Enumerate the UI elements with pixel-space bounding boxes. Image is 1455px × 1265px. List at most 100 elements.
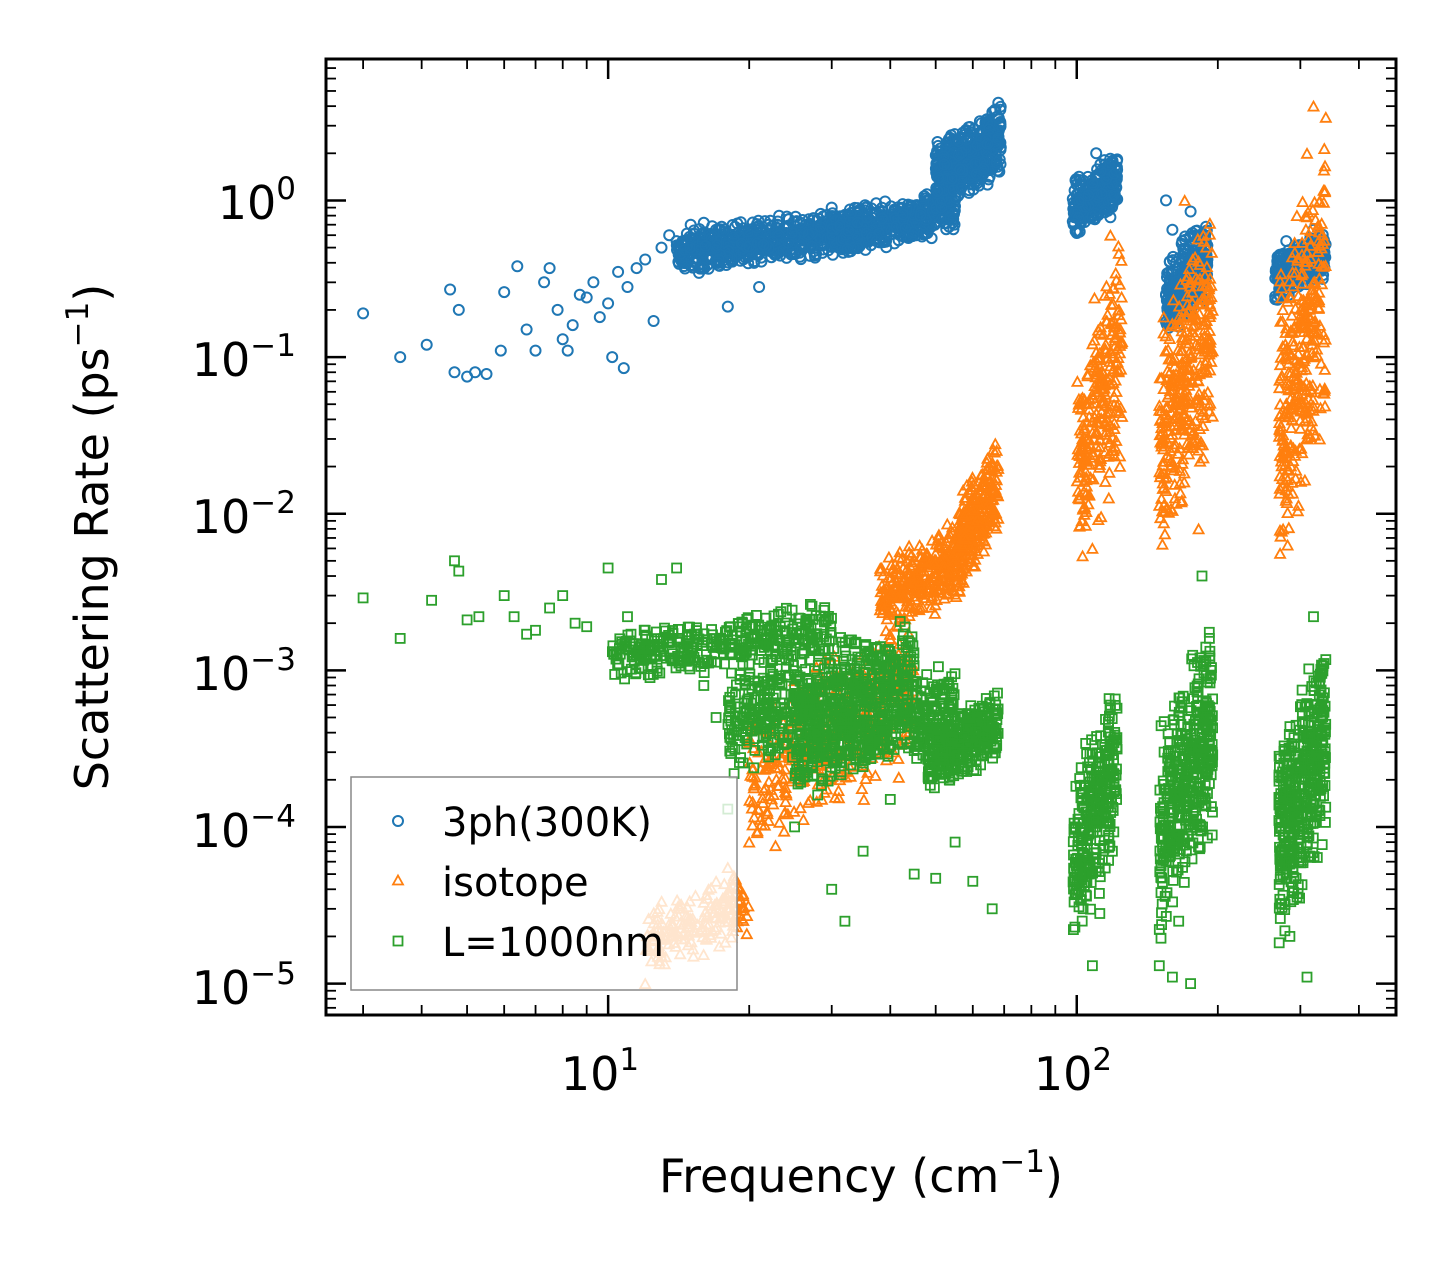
data-point	[970, 168, 983, 181]
data-point	[981, 137, 994, 150]
data-point	[721, 300, 734, 313]
data-point	[448, 366, 461, 379]
data-point	[593, 311, 606, 324]
data-point	[772, 222, 784, 235]
data-point	[663, 229, 676, 242]
data-point	[556, 333, 569, 346]
data-point	[452, 303, 465, 316]
data-point	[617, 362, 630, 375]
data-point	[899, 222, 912, 235]
data-point	[865, 231, 878, 244]
data-point	[786, 226, 798, 239]
data-point	[697, 261, 710, 274]
data-point	[612, 265, 625, 278]
data-point	[621, 281, 634, 293]
data-point	[973, 115, 986, 128]
data-point	[896, 208, 909, 221]
data-point	[826, 248, 839, 261]
data-point	[851, 204, 864, 217]
data-point	[494, 344, 507, 357]
data-point	[938, 158, 951, 171]
data-point	[606, 351, 619, 364]
data-point	[675, 247, 687, 260]
data-point	[1160, 194, 1172, 207]
data-point	[710, 255, 723, 268]
data-point	[947, 184, 960, 197]
data-point	[772, 229, 785, 242]
data-point	[956, 165, 969, 178]
data-point	[1090, 147, 1103, 160]
data-point	[573, 288, 586, 301]
data-point	[974, 156, 987, 169]
data-point	[978, 155, 991, 168]
data-point	[932, 171, 945, 184]
data-point	[861, 211, 873, 224]
data-point	[711, 234, 723, 247]
data-point	[748, 256, 761, 269]
data-point	[931, 185, 944, 198]
data-point	[1184, 205, 1197, 218]
data-point	[520, 323, 533, 336]
data-point	[746, 216, 759, 229]
data-point	[834, 219, 846, 232]
data-point	[847, 241, 860, 254]
data-point	[543, 262, 556, 275]
data-point	[580, 291, 593, 304]
data-point	[639, 253, 652, 266]
data-point	[876, 212, 889, 225]
data-point	[684, 241, 696, 254]
data-point	[851, 216, 864, 229]
data-point	[566, 319, 579, 332]
data-point	[712, 253, 725, 266]
data-point	[949, 192, 962, 204]
data-point	[529, 344, 542, 357]
data-point	[992, 132, 1005, 145]
data-point	[960, 133, 973, 146]
data-point	[885, 200, 898, 213]
data-point	[394, 351, 407, 364]
data-point	[699, 239, 712, 252]
data-point	[828, 210, 841, 223]
data-point	[842, 224, 855, 237]
data-point	[806, 240, 819, 253]
data-point	[511, 260, 524, 273]
data-point	[789, 230, 802, 243]
data-point	[498, 286, 511, 299]
data-point	[952, 135, 965, 148]
data-point	[420, 338, 433, 351]
data-point	[782, 236, 795, 249]
data-point	[785, 248, 797, 261]
data-point	[841, 242, 854, 255]
data-point	[752, 214, 765, 227]
data-point	[782, 219, 795, 232]
data-point	[914, 209, 927, 222]
data-point	[587, 276, 600, 289]
data-point	[752, 247, 765, 260]
data-point	[935, 201, 948, 214]
data-point	[1166, 223, 1179, 236]
data-point	[727, 231, 740, 244]
data-point	[948, 218, 961, 231]
data-point	[444, 283, 457, 296]
data-point	[677, 239, 690, 252]
data-point	[845, 207, 858, 219]
data-point	[717, 225, 730, 238]
data-point	[757, 238, 770, 251]
data-point	[878, 235, 890, 248]
data-point	[994, 100, 1007, 113]
data-point	[876, 205, 889, 218]
data-point	[794, 216, 807, 229]
data-point	[814, 207, 827, 220]
data-point	[990, 156, 1003, 169]
data-point	[992, 112, 1005, 125]
data-point	[630, 262, 643, 275]
data-point	[952, 149, 965, 162]
data-point	[655, 241, 668, 254]
data-point	[955, 146, 968, 159]
data-point	[689, 243, 702, 256]
data-point	[753, 281, 766, 293]
data-point	[647, 315, 660, 327]
data-point	[551, 303, 564, 316]
data-point	[710, 239, 723, 252]
